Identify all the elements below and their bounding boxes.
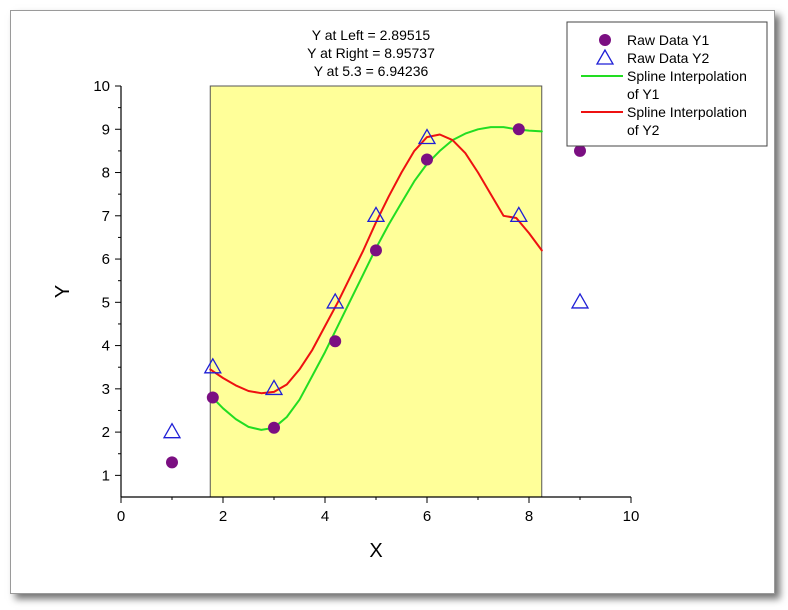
x-tick-label: 2 — [219, 508, 227, 525]
legend-label-2: Spline Interpolation of Y1 — [627, 68, 747, 102]
x-tick-label: 4 — [321, 508, 329, 525]
y-tick-label: 10 — [93, 78, 110, 95]
x-tick-label: 10 — [623, 508, 640, 525]
plot-area — [162, 123, 590, 469]
legend-label-line: of Y2 — [627, 122, 660, 138]
x-tick-label: 0 — [117, 508, 125, 525]
series-0-point — [206, 391, 219, 404]
x-tick-label: 8 — [525, 508, 533, 525]
y-tick-label: 2 — [102, 424, 110, 441]
highlight-range — [209, 85, 543, 498]
series-1-point — [203, 357, 222, 374]
annotation-at-value: Y at 5.3 = 6.94236 — [314, 63, 429, 79]
series-1-point — [326, 292, 345, 309]
y-tick-label: 6 — [102, 251, 110, 268]
x-axis-title: X — [369, 540, 382, 562]
y-axis-title: Y — [52, 285, 74, 298]
series-1-point — [264, 379, 284, 396]
annotation-left: Y at Left = 2.89515 — [312, 27, 431, 43]
legend-marker-1 — [595, 48, 615, 65]
series-0-point — [512, 123, 525, 136]
chart-frame: 0 2 4 6 8 10 1 2 3 4 5 6 7 8 9 10 Y at Left = 2.89515 Y… — [10, 10, 775, 594]
legend-label-3: Spline Interpolation of Y2 — [627, 104, 747, 138]
legend-label-line: Spline Interpolation — [627, 104, 747, 120]
y-tick-label: 4 — [102, 338, 110, 355]
y-tick-label: 7 — [102, 208, 110, 225]
series-0-point — [329, 335, 342, 348]
y-tick-label: 9 — [102, 121, 110, 138]
annotations: Y at Left = 2.89515 Y at Right = 8.95737… — [307, 27, 435, 79]
legend-label-line: of Y1 — [627, 86, 660, 102]
series-0-point — [166, 456, 178, 469]
series-0-point — [370, 244, 382, 257]
series-1-point — [570, 292, 590, 309]
series-0-point — [421, 153, 433, 166]
series-0-point — [574, 144, 586, 157]
series-3-line — [209, 133, 543, 395]
y-tick-label: 1 — [102, 467, 110, 484]
y-tick-label: 3 — [102, 381, 110, 398]
y-tick-label: 8 — [102, 165, 110, 182]
legend-label-1: Raw Data Y2 — [627, 50, 709, 66]
annotation-right: Y at Right = 8.95737 — [307, 45, 435, 61]
legend: Raw Data Y1 Raw Data Y2 Spline Interpolati… — [566, 21, 768, 147]
legend-marker-0 — [599, 34, 611, 46]
series-0-point — [268, 421, 280, 434]
y-tick-label: 5 — [102, 294, 110, 311]
series-1-point — [366, 206, 386, 223]
series-1-point — [162, 422, 182, 439]
legend-label-0: Raw Data Y1 — [627, 32, 709, 48]
series-1-point — [417, 128, 437, 145]
x-tick-label: 6 — [423, 508, 431, 525]
series-1-point — [509, 206, 528, 223]
legend-label-line: Spline Interpolation — [627, 68, 747, 84]
